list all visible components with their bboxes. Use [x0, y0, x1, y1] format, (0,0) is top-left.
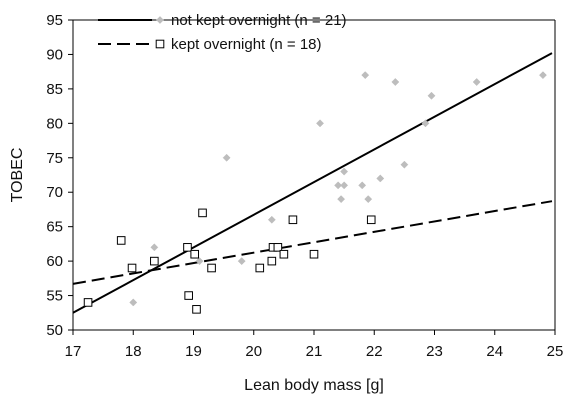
legend-marker-1 [156, 16, 164, 24]
x-tick-label: 18 [125, 343, 142, 360]
data-point-not-kept-overnight [237, 257, 246, 266]
y-tick-label: 80 [46, 115, 63, 132]
y-tick-label: 70 [46, 184, 63, 201]
x-tick-label: 20 [245, 343, 262, 360]
legend-label-2: kept overnight (n = 18) [171, 36, 322, 53]
legend-label-1: not kept overnight (n = 21) [171, 12, 347, 29]
y-tick-label: 65 [46, 219, 63, 236]
data-point-kept-overnight [366, 215, 376, 225]
data-point-not-kept-overnight [337, 195, 346, 204]
trendline-kept-overnight [72, 200, 553, 285]
y-tick-label: 55 [46, 288, 63, 305]
data-point-kept-overnight [309, 249, 319, 259]
x-tick-label: 22 [366, 343, 383, 360]
y-axis-label: TOBEC [9, 148, 26, 203]
data-point-not-kept-overnight [129, 298, 138, 307]
x-tick-label: 23 [426, 343, 443, 360]
legend: not kept overnight (n = 21) kept overnigh… [98, 12, 347, 53]
data-point-not-kept-overnight [222, 153, 231, 162]
trendline-not-kept-overnight [72, 52, 553, 314]
data-point-kept-overnight [150, 256, 159, 266]
data-point-kept-overnight [184, 291, 193, 300]
data-point-not-kept-overnight [150, 243, 159, 252]
x-tick-label: 25 [547, 343, 564, 360]
axis-ticks-group: 17 18 19 20 21 22 23 24 25 50 55 60 65 70 75 80 85 90 95 [46, 12, 563, 360]
data-point-not-kept-overnight [421, 119, 430, 128]
x-tick-label: 17 [65, 343, 82, 360]
data-point-not-kept-overnight [340, 181, 349, 190]
data-point-kept-overnight [255, 263, 265, 273]
data-point-kept-overnight [192, 305, 201, 314]
data-point-not-kept-overnight [316, 119, 324, 128]
data-point-not-kept-overnight [376, 174, 385, 183]
data-point-kept-overnight [267, 256, 277, 266]
y-tick-label: 90 [46, 46, 63, 63]
data-point-kept-overnight [273, 243, 283, 252]
y-tick-label: 95 [46, 12, 63, 29]
legend-marker-2 [155, 39, 165, 49]
x-tick-label: 19 [185, 343, 202, 360]
data-points-group [83, 71, 547, 314]
x-tick-label: 24 [486, 343, 503, 360]
data-point-not-kept-overnight [334, 181, 343, 190]
y-tick-label: 85 [46, 81, 63, 98]
data-point-not-kept-overnight [538, 71, 547, 80]
data-point-kept-overnight [198, 208, 207, 218]
data-point-not-kept-overnight [195, 257, 204, 266]
trendlines-group [72, 52, 553, 314]
y-tick-label: 75 [46, 150, 63, 167]
data-point-not-kept-overnight [358, 181, 367, 190]
data-point-kept-overnight [127, 263, 137, 273]
data-point-not-kept-overnight [361, 71, 370, 80]
data-point-kept-overnight [183, 243, 192, 252]
data-point-kept-overnight [207, 263, 216, 273]
data-point-not-kept-overnight [427, 91, 436, 100]
data-point-kept-overnight [288, 215, 298, 225]
data-point-not-kept-overnight [400, 160, 409, 169]
data-point-kept-overnight [190, 249, 200, 259]
data-point-kept-overnight [279, 249, 289, 259]
data-point-not-kept-overnight [364, 195, 373, 204]
data-point-kept-overnight [116, 236, 126, 245]
data-point-not-kept-overnight [391, 78, 400, 86]
data-point-not-kept-overnight [340, 167, 349, 176]
data-point-kept-overnight [83, 298, 93, 307]
plot-frame-group [72, 19, 556, 331]
y-tick-label: 60 [46, 253, 63, 270]
data-point-not-kept-overnight [472, 78, 481, 86]
y-tick-label: 50 [46, 322, 63, 339]
x-axis-label: Lean body mass [g] [244, 377, 384, 394]
x-tick-label: 21 [306, 343, 323, 360]
data-point-not-kept-overnight [267, 215, 276, 224]
